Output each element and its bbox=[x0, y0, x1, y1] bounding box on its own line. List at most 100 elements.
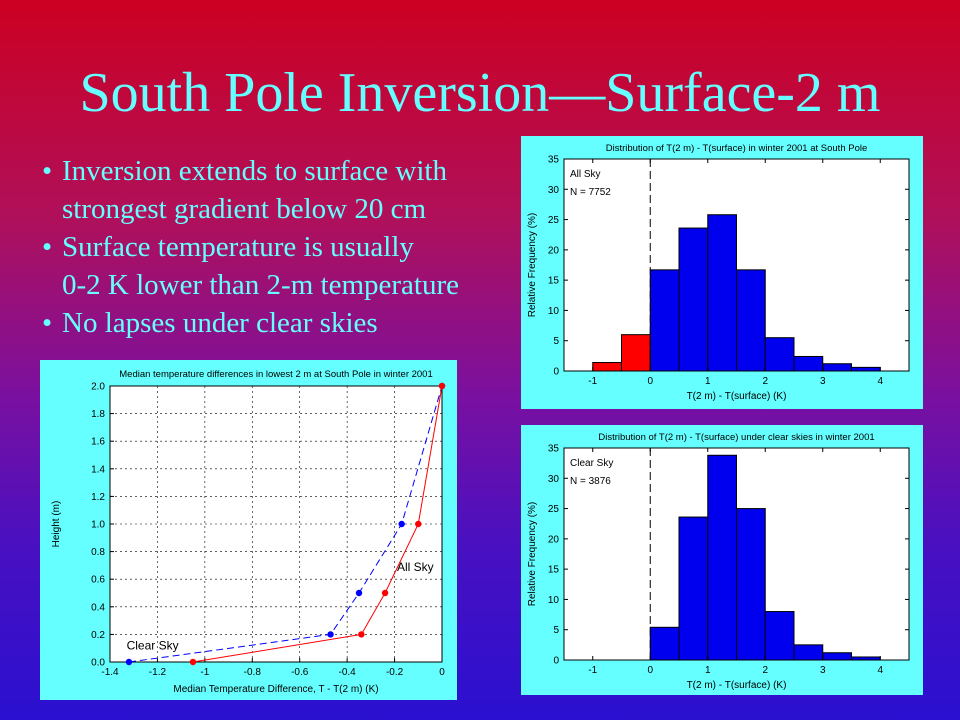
histogram-bar bbox=[851, 366, 881, 372]
chart-title: Distribution of T(2 m) - T(surface) unde… bbox=[598, 432, 874, 443]
series-label-all-sky: All Sky bbox=[397, 560, 434, 574]
x-tick-label: -1 bbox=[588, 376, 597, 387]
y-tick-label: 0.0 bbox=[91, 658, 105, 669]
slide-title: South Pole Inversion—Surface-2 m bbox=[79, 62, 881, 124]
y-tick-label: 25 bbox=[548, 215, 560, 226]
y-tick-label: 5 bbox=[553, 336, 559, 347]
x-tick-label: -0.4 bbox=[339, 667, 357, 678]
y-tick-label: 10 bbox=[548, 306, 560, 317]
bullet-line: 0-2 K lower than 2-m temperature bbox=[62, 269, 459, 301]
y-tick-label: 0.6 bbox=[91, 575, 105, 586]
series-point bbox=[355, 589, 363, 597]
x-tick-label: 0 bbox=[439, 667, 445, 678]
histogram-bar bbox=[649, 626, 680, 661]
histogram-bar bbox=[707, 214, 737, 372]
histogram-bar bbox=[678, 516, 709, 661]
series-point bbox=[381, 589, 389, 597]
histogram-bar bbox=[764, 337, 795, 372]
x-tick-label: 3 bbox=[820, 665, 826, 676]
plot-frame bbox=[563, 158, 910, 372]
y-tick-label: 20 bbox=[548, 245, 560, 256]
histogram-clear-sky: -1 0 1 2 3 4 0 5 10 15 20 25 30 35 Distribution of T(2… bbox=[527, 432, 910, 691]
y-tick-label: 15 bbox=[548, 276, 560, 287]
histogram-clear-sky-panel: -1 0 1 2 3 4 0 5 10 15 20 25 30 35 Distribution of T(2… bbox=[521, 425, 923, 695]
histogram-bar bbox=[678, 227, 709, 372]
x-tick-label: -1 bbox=[588, 665, 597, 676]
series-point bbox=[189, 658, 197, 666]
y-tick-label: 1.6 bbox=[91, 437, 105, 448]
x-axis-label: T(2 m) - T(surface) (K) bbox=[687, 680, 787, 691]
y-tick-label: 15 bbox=[548, 565, 560, 576]
y-tick-label: 1.4 bbox=[91, 464, 105, 475]
chart-title: Median temperature differences in lowest… bbox=[119, 369, 433, 380]
y-tick-label: 1.8 bbox=[91, 409, 105, 420]
x-tick-label: 2 bbox=[762, 376, 768, 387]
y-axis-label: Relative Frequency (%) bbox=[527, 213, 538, 317]
histogram-bar bbox=[822, 652, 852, 661]
y-tick-label: 0.8 bbox=[91, 547, 105, 558]
histogram-bar bbox=[592, 362, 622, 372]
x-tick-label: -0.8 bbox=[244, 667, 262, 678]
y-axis-label: Height (m) bbox=[51, 501, 62, 548]
x-tick-label: -1.4 bbox=[101, 667, 119, 678]
series-label-clear-sky: Clear Sky bbox=[127, 639, 179, 653]
annotation-sky-condition: All Sky bbox=[570, 169, 601, 180]
y-tick-label: 0.2 bbox=[91, 630, 105, 641]
x-tick-label: 0 bbox=[647, 665, 653, 676]
x-tick-label: -1 bbox=[200, 667, 209, 678]
y-tick-label: 10 bbox=[548, 595, 560, 606]
chart-title: Distribution of T(2 m) - T(surface) in w… bbox=[606, 143, 868, 154]
y-axis-label: Relative Frequency (%) bbox=[527, 502, 538, 606]
x-tick-label: 1 bbox=[705, 665, 711, 676]
bullet-line: Inversion extends to surface with bbox=[62, 155, 447, 187]
series-point bbox=[358, 631, 365, 638]
y-tick-label: 20 bbox=[548, 534, 560, 545]
y-tick-label: 0 bbox=[553, 367, 559, 378]
y-tick-label: 25 bbox=[548, 504, 560, 515]
histogram-bar bbox=[736, 269, 766, 372]
annotation-sample-count: N = 3876 bbox=[570, 476, 611, 487]
line-chart: -1.4 -1.2 -1 -0.8 -0.6 -0.4 -0.2 0 0.0 0.2 0.4 0.6 0… bbox=[51, 369, 446, 695]
x-axis-label: T(2 m) - T(surface) (K) bbox=[687, 391, 787, 402]
plot-frame bbox=[563, 447, 910, 661]
bullet-item: Inversion extends to surface with strong… bbox=[42, 152, 512, 228]
annotation-sky-condition: Clear Sky bbox=[570, 458, 613, 469]
x-tick-label: -0.2 bbox=[386, 667, 404, 678]
bullet-line: strongest gradient below 20 cm bbox=[62, 193, 427, 225]
series-point bbox=[415, 520, 422, 528]
histogram-all-sky: -1 0 1 2 3 4 0 5 10 15 20 25 30 35 Distribution of T(2… bbox=[527, 143, 910, 402]
series-point bbox=[327, 631, 334, 638]
x-tick-label: 4 bbox=[877, 376, 883, 387]
bullet-item: No lapses under clear skies bbox=[42, 304, 512, 342]
annotation-sample-count: N = 7752 bbox=[570, 187, 611, 198]
bullet-list: Inversion extends to surface with strong… bbox=[42, 152, 512, 342]
y-tick-label: 1.2 bbox=[91, 492, 105, 503]
histogram-all-sky-panel: -1 0 1 2 3 4 0 5 10 15 20 25 30 35 Distribution of T(2… bbox=[521, 136, 923, 409]
bullet-line: No lapses under clear skies bbox=[62, 307, 378, 339]
y-tick-label: 30 bbox=[548, 185, 560, 196]
line-chart-panel: -1.4 -1.2 -1 -0.8 -0.6 -0.4 -0.2 0 0.0 0.2 0.4 0.6 0… bbox=[40, 360, 457, 700]
histogram-bar bbox=[736, 508, 766, 661]
bullet-line: Surface temperature is usually bbox=[62, 231, 414, 263]
x-tick-label: -1.2 bbox=[149, 667, 167, 678]
x-tick-label: 3 bbox=[820, 376, 826, 387]
histogram-bar bbox=[621, 334, 651, 372]
x-tick-label: 0 bbox=[647, 376, 653, 387]
histogram-bar bbox=[793, 355, 824, 372]
y-tick-label: 0 bbox=[553, 656, 559, 667]
y-tick-label: 0.4 bbox=[91, 602, 105, 613]
x-axis-label: Median Temperature Difference, T - T(2 m… bbox=[173, 684, 378, 695]
y-tick-label: 1.0 bbox=[91, 520, 105, 531]
series-point bbox=[398, 520, 405, 528]
y-tick-label: 35 bbox=[548, 444, 560, 455]
series-point bbox=[438, 382, 446, 390]
x-tick-label: 1 bbox=[705, 376, 711, 387]
y-tick-label: 2.0 bbox=[91, 382, 105, 393]
x-tick-label: 4 bbox=[877, 665, 883, 676]
series-point bbox=[125, 658, 133, 666]
histogram-bar bbox=[822, 363, 852, 372]
histogram-bar bbox=[764, 611, 795, 661]
histogram-bar bbox=[649, 269, 680, 372]
y-tick-label: 5 bbox=[553, 625, 559, 636]
histogram-bar bbox=[707, 454, 737, 661]
